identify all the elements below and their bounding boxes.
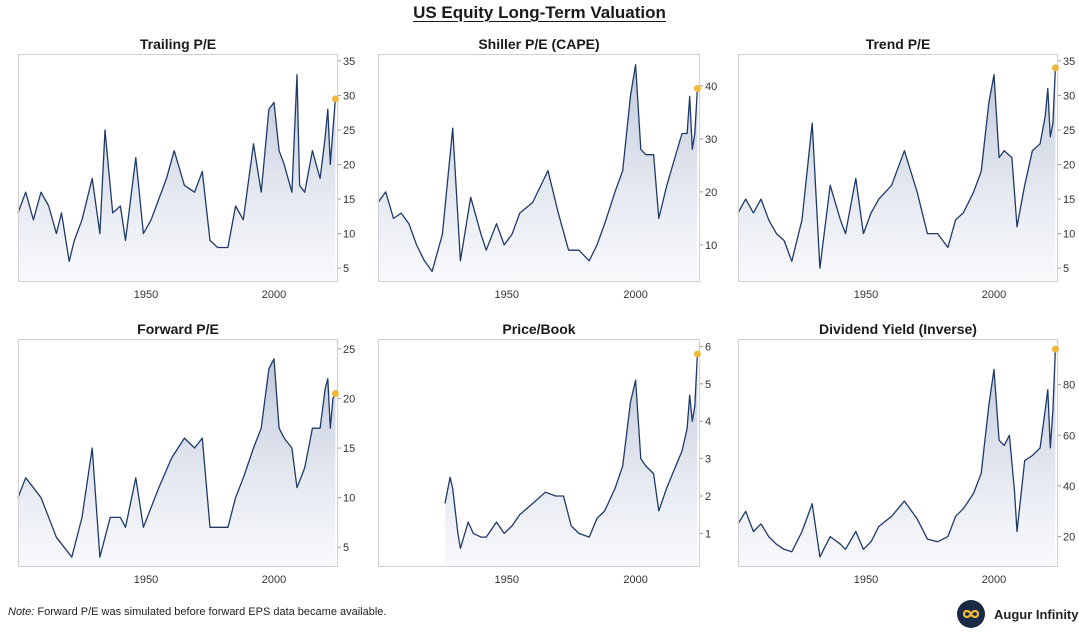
y-tick-label: 5 (343, 263, 349, 275)
y-tick-label: 35 (343, 56, 355, 68)
x-tick-label: 2000 (623, 289, 647, 301)
latest-value-marker (693, 84, 701, 92)
y-tick-label: 40 (1063, 481, 1075, 493)
series-area (738, 67, 1056, 282)
chart-price-book: 1 2 3 4 5 6 1950 2000 (378, 339, 711, 586)
series-line (17, 358, 336, 558)
footnote-text: Forward P/E was simulated before forward… (34, 606, 387, 618)
series-area (18, 74, 336, 282)
plot-frame (18, 339, 338, 567)
y-tick-label: 20 (705, 187, 717, 199)
chart-title-trend-pe: Trend P/E (865, 36, 931, 52)
y-tick-label: 35 (1063, 56, 1075, 68)
brand-name: Augur Infinity (994, 606, 1079, 622)
chart-title-trailing-pe: Trailing P/E (139, 36, 217, 52)
chart-title-forward-pe: Forward P/E (137, 321, 219, 337)
chart-trend-pe: 5 10 15 20 25 30 35 1950 2000 (737, 54, 1075, 301)
y-tick-label: 30 (1063, 90, 1075, 102)
y-tick-label: 10 (705, 240, 717, 252)
x-tick-label: 1950 (495, 289, 519, 301)
chart-trailing-pe: 5 10 15 20 25 30 35 1950 2000 (17, 54, 355, 301)
x-tick-label: 2000 (262, 574, 286, 586)
y-tick-label: 5 (1063, 263, 1069, 275)
series-area (18, 358, 336, 567)
chart-title-dividend-yield: Dividend Yield (Inverse) (819, 321, 977, 337)
y-tick-label: 20 (343, 393, 355, 405)
latest-value-marker (1051, 345, 1059, 353)
series-area (445, 354, 698, 567)
series-line (444, 353, 699, 549)
y-tick-label: 15 (343, 443, 355, 455)
y-tick-label: 6 (705, 341, 711, 353)
plot-frame (738, 339, 1058, 567)
y-tick-label: 25 (1063, 125, 1075, 137)
footnote: Note: Forward P/E was simulated before f… (8, 606, 386, 618)
page-title: US Equity Long-Term Valuation (413, 3, 666, 22)
y-tick-label: 60 (1063, 430, 1075, 442)
x-tick-label: 2000 (623, 574, 647, 586)
series-area (738, 349, 1056, 567)
x-tick-label: 2000 (982, 289, 1006, 301)
y-tick-label: 20 (1063, 532, 1075, 544)
y-tick-label: 10 (1063, 229, 1075, 241)
y-tick-label: 40 (705, 81, 717, 93)
x-tick-label: 1950 (134, 574, 158, 586)
x-tick-label: 1950 (854, 289, 878, 301)
y-tick-label: 25 (343, 344, 355, 356)
y-tick-label: 5 (705, 379, 711, 391)
y-tick-label: 20 (1063, 160, 1075, 172)
chart-forward-pe: 5 10 15 20 25 1950 2000 (17, 339, 355, 586)
plot-frame (378, 54, 700, 282)
x-tick-label: 1950 (495, 574, 519, 586)
brand: Augur Infinity (956, 599, 1079, 629)
y-tick-label: 3 (705, 454, 711, 466)
x-tick-label: 1950 (134, 289, 158, 301)
y-tick-label: 15 (343, 194, 355, 206)
y-tick-label: 5 (343, 542, 349, 554)
y-tick-label: 80 (1063, 380, 1075, 392)
y-tick-label: 30 (343, 90, 355, 102)
y-tick-label: 25 (343, 125, 355, 137)
series-line (17, 74, 337, 262)
y-tick-label: 10 (343, 229, 355, 241)
chart-title-price-book: Price/Book (502, 321, 576, 337)
y-tick-label: 2 (705, 491, 711, 503)
infinity-logo-icon (957, 600, 985, 628)
y-tick-label: 4 (705, 416, 711, 428)
latest-value-marker (1051, 64, 1059, 72)
y-tick-label: 30 (705, 134, 717, 146)
x-tick-label: 2000 (982, 574, 1006, 586)
series-line (737, 67, 1057, 269)
plot-frame (18, 54, 338, 282)
x-tick-label: 1950 (854, 574, 878, 586)
chart-title-shiller-pe: Shiller P/E (CAPE) (478, 36, 600, 52)
y-tick-label: 1 (705, 528, 711, 540)
series-area (378, 64, 698, 282)
y-tick-label: 10 (343, 493, 355, 505)
footnote-prefix: Note: (8, 606, 35, 618)
series-line (377, 63, 699, 273)
latest-value-marker (331, 95, 339, 103)
latest-value-marker (331, 390, 339, 398)
chart-dividend-yield: 20 40 60 80 1950 2000 (737, 339, 1075, 586)
y-tick-label: 20 (343, 160, 355, 172)
y-tick-label: 15 (1063, 194, 1075, 206)
plot-frame (378, 339, 700, 567)
plot-frame (738, 54, 1058, 282)
x-tick-label: 2000 (262, 289, 286, 301)
latest-value-marker (693, 350, 701, 358)
chart-shiller-pe: 10 20 30 40 1950 2000 (377, 54, 717, 301)
series-line (737, 349, 1057, 558)
